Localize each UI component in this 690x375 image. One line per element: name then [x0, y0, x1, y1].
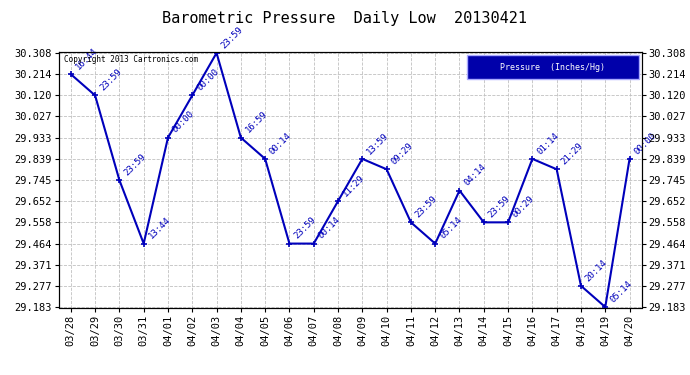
Text: 00:14: 00:14: [268, 131, 293, 156]
Text: Pressure  (Inches/Hg): Pressure (Inches/Hg): [500, 63, 605, 72]
Text: 05:14: 05:14: [608, 279, 633, 304]
Text: 01:14: 01:14: [535, 131, 560, 156]
Text: 00:00: 00:00: [632, 131, 658, 156]
Text: 20:14: 20:14: [584, 258, 609, 283]
Text: 00:14: 00:14: [317, 215, 342, 241]
Text: 23:59: 23:59: [219, 25, 245, 50]
Text: 00:29: 00:29: [511, 194, 536, 220]
Text: 23:59: 23:59: [98, 67, 124, 93]
Text: 23:59: 23:59: [486, 194, 512, 220]
Text: 23:59: 23:59: [122, 152, 148, 177]
Text: 16:44: 16:44: [74, 46, 99, 71]
Text: 05:14: 05:14: [438, 215, 464, 241]
Text: Barometric Pressure  Daily Low  20130421: Barometric Pressure Daily Low 20130421: [163, 11, 527, 26]
Text: 09:29: 09:29: [389, 141, 415, 166]
Text: 16:59: 16:59: [244, 110, 269, 135]
Text: 23:59: 23:59: [414, 194, 439, 220]
Text: 13:44: 13:44: [146, 215, 172, 241]
Text: 00:00: 00:00: [195, 67, 220, 93]
Text: 04:14: 04:14: [462, 162, 488, 188]
Bar: [466, 55, 639, 79]
Text: 21:29: 21:29: [560, 141, 585, 166]
Text: 00:00: 00:00: [170, 110, 196, 135]
Text: 13:59: 13:59: [365, 131, 391, 156]
Text: Copyright 2013 Cartronics.com: Copyright 2013 Cartronics.com: [64, 55, 199, 64]
Text: 11:29: 11:29: [341, 173, 366, 198]
Text: 23:59: 23:59: [293, 215, 317, 241]
